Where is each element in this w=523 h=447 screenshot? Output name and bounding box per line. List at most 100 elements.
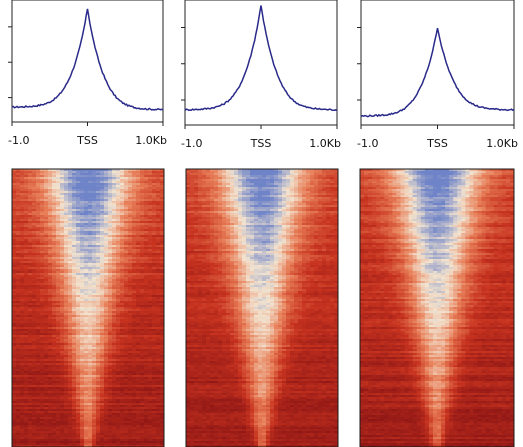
heatmap-cell — [132, 289, 137, 292]
heatmap-cell — [76, 247, 81, 250]
heatmap-cell — [76, 171, 81, 174]
heatmap-cell — [64, 315, 69, 318]
heatmap-cell — [148, 249, 153, 252]
heatmap-cell — [52, 429, 57, 432]
heatmap-cell — [44, 405, 49, 408]
heatmap-cell — [52, 397, 57, 400]
heatmap-cell — [72, 299, 77, 302]
heatmap-cell — [64, 231, 69, 234]
heatmap-cell — [48, 345, 53, 348]
heatmap-cell — [24, 303, 29, 306]
heatmap-cell — [100, 375, 105, 378]
heatmap-cell — [140, 413, 145, 416]
heatmap-cell — [96, 311, 101, 314]
heatmap-cell — [20, 207, 25, 210]
heatmap-cell — [76, 189, 81, 192]
heatmap-cell — [52, 407, 57, 410]
heatmap-cell — [92, 219, 97, 222]
heatmap-cell — [88, 265, 93, 268]
heatmap-cell — [52, 201, 57, 204]
heatmap-cell — [104, 223, 109, 226]
heatmap-cell — [160, 225, 164, 228]
heatmap-cell — [48, 209, 53, 212]
heatmap-cell — [80, 413, 85, 416]
heatmap-cell — [124, 223, 129, 226]
heatmap-cell — [104, 251, 109, 254]
heatmap-cell — [104, 259, 109, 262]
heatmap-cell — [16, 395, 21, 398]
heatmap-cell — [80, 375, 85, 378]
heatmap-cell — [44, 359, 49, 362]
heatmap-cell — [56, 173, 61, 176]
heatmap-cell — [52, 373, 57, 376]
heatmap-cell — [28, 289, 33, 292]
heatmap-cell — [60, 371, 65, 374]
heatmap-cell — [128, 211, 133, 214]
heatmap-cell — [92, 323, 97, 326]
heatmap-cell — [32, 349, 37, 352]
heatmap-cell — [56, 383, 61, 386]
heatmap-cell — [96, 375, 101, 378]
heatmap-cell — [52, 169, 57, 172]
heatmap-cell — [128, 193, 133, 196]
heatmap-cell — [160, 279, 164, 282]
heatmap-cell — [120, 343, 125, 346]
heatmap-cell — [76, 199, 81, 202]
heatmap-cell — [68, 423, 73, 426]
heatmap-cell — [44, 283, 49, 286]
heatmap-cell — [144, 403, 149, 406]
heatmap-cell — [144, 247, 149, 250]
heatmap-cell — [12, 185, 17, 188]
heatmap-cell — [92, 421, 97, 424]
heatmap-cell — [48, 229, 53, 232]
heatmap-cell — [116, 193, 121, 196]
heatmap-cell — [32, 325, 37, 328]
heatmap-cell — [44, 259, 49, 262]
heatmap-cell — [88, 205, 93, 208]
heatmap-cell — [112, 255, 117, 258]
heatmap-cell — [112, 219, 117, 222]
heatmap-cell — [152, 235, 157, 238]
heatmap-cell — [136, 231, 141, 234]
heatmap-cell — [36, 391, 41, 394]
heatmap-cell — [100, 319, 105, 322]
heatmap-cell — [72, 287, 77, 290]
heatmap-cell — [152, 201, 157, 204]
heatmap-cell — [36, 365, 41, 368]
heatmap-cell — [40, 333, 45, 336]
heatmap-cell — [68, 251, 73, 254]
heatmap-cell — [48, 249, 53, 252]
heatmap-cell — [20, 397, 25, 400]
heatmap-cell — [84, 225, 89, 228]
heatmap-cell — [160, 239, 164, 242]
heatmap-cell — [88, 319, 93, 322]
heatmap-cell — [112, 287, 117, 290]
heatmap-cell — [36, 375, 41, 378]
heatmap-cell — [100, 363, 105, 366]
heatmap-cell — [96, 373, 101, 376]
heatmap-cell — [36, 295, 41, 298]
heatmap-cell — [132, 319, 137, 322]
heatmap-cell — [96, 349, 101, 352]
heatmap-cell — [56, 169, 61, 172]
heatmap-cell — [16, 183, 21, 186]
heatmap-cell — [100, 191, 105, 194]
heatmap-cell — [16, 169, 21, 172]
heatmap-cell — [72, 269, 77, 272]
heatmap-cell — [56, 329, 61, 332]
heatmap-cell — [52, 269, 57, 272]
heatmap-cell — [144, 205, 149, 208]
heatmap-cell — [28, 197, 33, 200]
heatmap-cell — [24, 267, 29, 270]
heatmap-cell — [144, 339, 149, 342]
heatmap-cell — [72, 221, 77, 224]
heatmap-cell — [36, 383, 41, 386]
heatmap-cell — [32, 321, 37, 324]
heatmap-cell — [44, 303, 49, 306]
heatmap-cell — [60, 223, 65, 226]
heatmap-cell — [80, 207, 85, 210]
heatmap-cell — [20, 171, 25, 174]
heatmap-cell — [132, 387, 137, 390]
heatmap-cell — [20, 317, 25, 320]
heatmap-cell — [72, 181, 77, 184]
